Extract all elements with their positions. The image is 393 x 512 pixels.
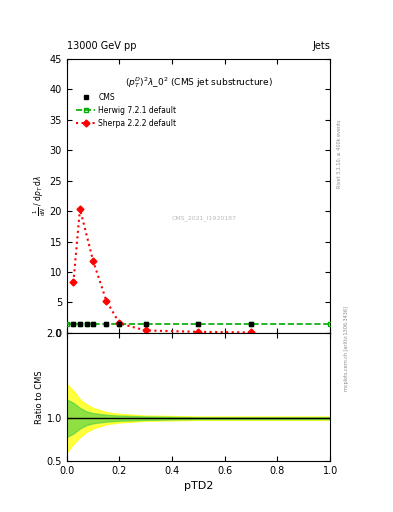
Text: Rivet 3.1.10, ≥ 400k events: Rivet 3.1.10, ≥ 400k events — [337, 119, 342, 188]
CMS — [143, 321, 148, 327]
CMS — [84, 321, 89, 327]
Sherpa 2.2.2 default — [249, 329, 253, 335]
Herwig 7.2.1 default — [328, 321, 332, 327]
Y-axis label: $\frac{1}{\mathrm{d}N}\ /\ \mathrm{d}p_T\,\mathrm{d}\lambda$: $\frac{1}{\mathrm{d}N}\ /\ \mathrm{d}p_T… — [32, 176, 48, 217]
Legend: CMS, Herwig 7.2.1 default, Sherpa 2.2.2 default: CMS, Herwig 7.2.1 default, Sherpa 2.2.2 … — [73, 90, 180, 131]
Line: Herwig 7.2.1 default: Herwig 7.2.1 default — [65, 322, 332, 326]
Y-axis label: Ratio to CMS: Ratio to CMS — [35, 370, 44, 423]
Herwig 7.2.1 default — [78, 321, 83, 327]
Herwig 7.2.1 default — [196, 321, 201, 327]
Line: Sherpa 2.2.2 default: Sherpa 2.2.2 default — [71, 206, 253, 335]
Herwig 7.2.1 default — [117, 321, 122, 327]
Sherpa 2.2.2 default — [104, 297, 108, 304]
Herwig 7.2.1 default — [249, 321, 253, 327]
Sherpa 2.2.2 default — [91, 258, 95, 264]
CMS — [78, 321, 83, 327]
Herwig 7.2.1 default — [104, 321, 108, 327]
Sherpa 2.2.2 default — [196, 329, 201, 335]
Herwig 7.2.1 default — [71, 321, 76, 327]
CMS — [104, 321, 108, 327]
Sherpa 2.2.2 default — [78, 206, 83, 212]
Text: mcplots.cern.ch [arXiv:1306.3436]: mcplots.cern.ch [arXiv:1306.3436] — [344, 306, 349, 391]
Text: CMS_2021_I1920187: CMS_2021_I1920187 — [171, 215, 236, 221]
CMS — [196, 321, 201, 327]
Line: CMS: CMS — [71, 322, 253, 326]
Text: Jets: Jets — [312, 41, 330, 51]
X-axis label: pTD2: pTD2 — [184, 481, 213, 491]
CMS — [71, 321, 76, 327]
Herwig 7.2.1 default — [143, 321, 148, 327]
Sherpa 2.2.2 default — [143, 327, 148, 333]
CMS — [91, 321, 95, 327]
Herwig 7.2.1 default — [64, 321, 69, 327]
Text: $(p_T^D)^2\lambda\_0^2$ (CMS jet substructure): $(p_T^D)^2\lambda\_0^2$ (CMS jet substru… — [125, 75, 272, 90]
Herwig 7.2.1 default — [84, 321, 89, 327]
Herwig 7.2.1 default — [91, 321, 95, 327]
CMS — [117, 321, 122, 327]
Sherpa 2.2.2 default — [71, 280, 76, 286]
Sherpa 2.2.2 default — [117, 321, 122, 327]
CMS — [249, 321, 253, 327]
Text: 13000 GeV pp: 13000 GeV pp — [67, 41, 136, 51]
